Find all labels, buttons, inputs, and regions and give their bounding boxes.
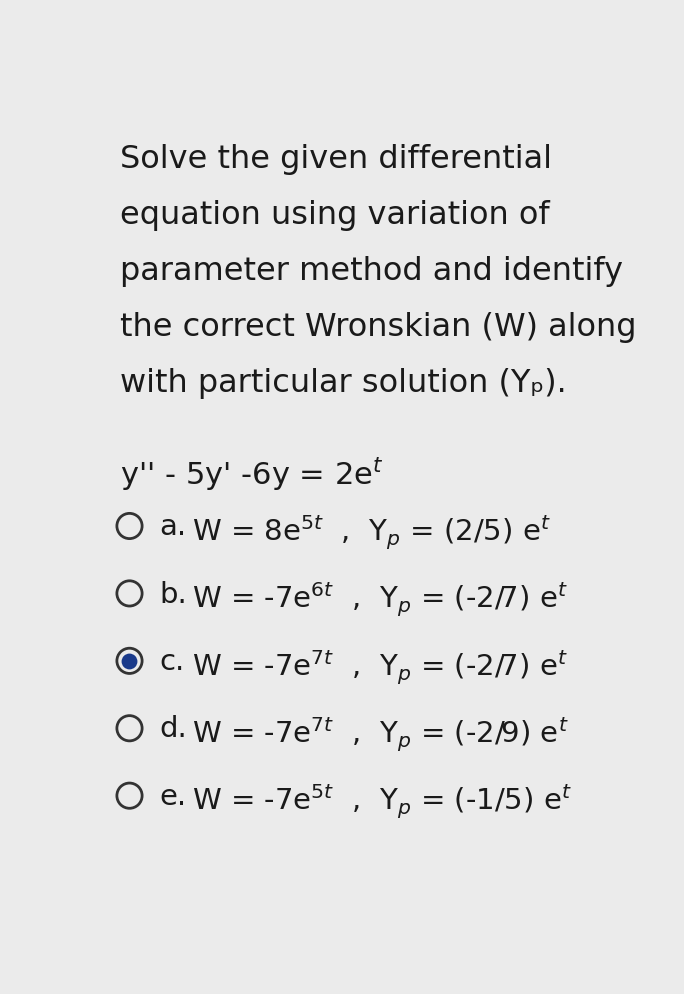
Text: W = 8e$^{5t}$  ,  Y$_p$ = (2/5) e$^t$: W = 8e$^{5t}$ , Y$_p$ = (2/5) e$^t$ — [192, 513, 551, 551]
Text: b.: b. — [159, 580, 187, 608]
Point — [124, 585, 135, 601]
Text: W = -7e$^{7t}$  ,  Y$_p$ = (-2/7) e$^t$: W = -7e$^{7t}$ , Y$_p$ = (-2/7) e$^t$ — [192, 647, 568, 686]
Text: e.: e. — [159, 782, 187, 810]
Text: with particular solution (Yₚ).: with particular solution (Yₚ). — [120, 367, 567, 399]
Text: c.: c. — [159, 647, 185, 675]
Text: the correct Wronskian (W) along: the correct Wronskian (W) along — [120, 311, 636, 342]
Text: equation using variation of: equation using variation of — [120, 200, 549, 231]
Text: parameter method and identify: parameter method and identify — [120, 255, 623, 286]
Point — [124, 653, 135, 669]
Text: Solve the given differential: Solve the given differential — [120, 144, 552, 175]
Point — [124, 788, 135, 804]
Text: a.: a. — [159, 513, 187, 541]
Text: d.: d. — [159, 715, 187, 743]
Point — [124, 653, 135, 669]
Point — [124, 721, 135, 737]
Point — [124, 519, 135, 535]
Text: y'' - 5y' -6y = 2e$^t$: y'' - 5y' -6y = 2e$^t$ — [120, 455, 384, 493]
Text: W = -7e$^{7t}$  ,  Y$_p$ = (-2/9) e$^t$: W = -7e$^{7t}$ , Y$_p$ = (-2/9) e$^t$ — [192, 715, 568, 753]
Text: W = -7e$^{5t}$  ,  Y$_p$ = (-1/5) e$^t$: W = -7e$^{5t}$ , Y$_p$ = (-1/5) e$^t$ — [192, 782, 571, 821]
Text: W = -7e$^{6t}$  ,  Y$_p$ = (-2/7) e$^t$: W = -7e$^{6t}$ , Y$_p$ = (-2/7) e$^t$ — [192, 580, 568, 618]
